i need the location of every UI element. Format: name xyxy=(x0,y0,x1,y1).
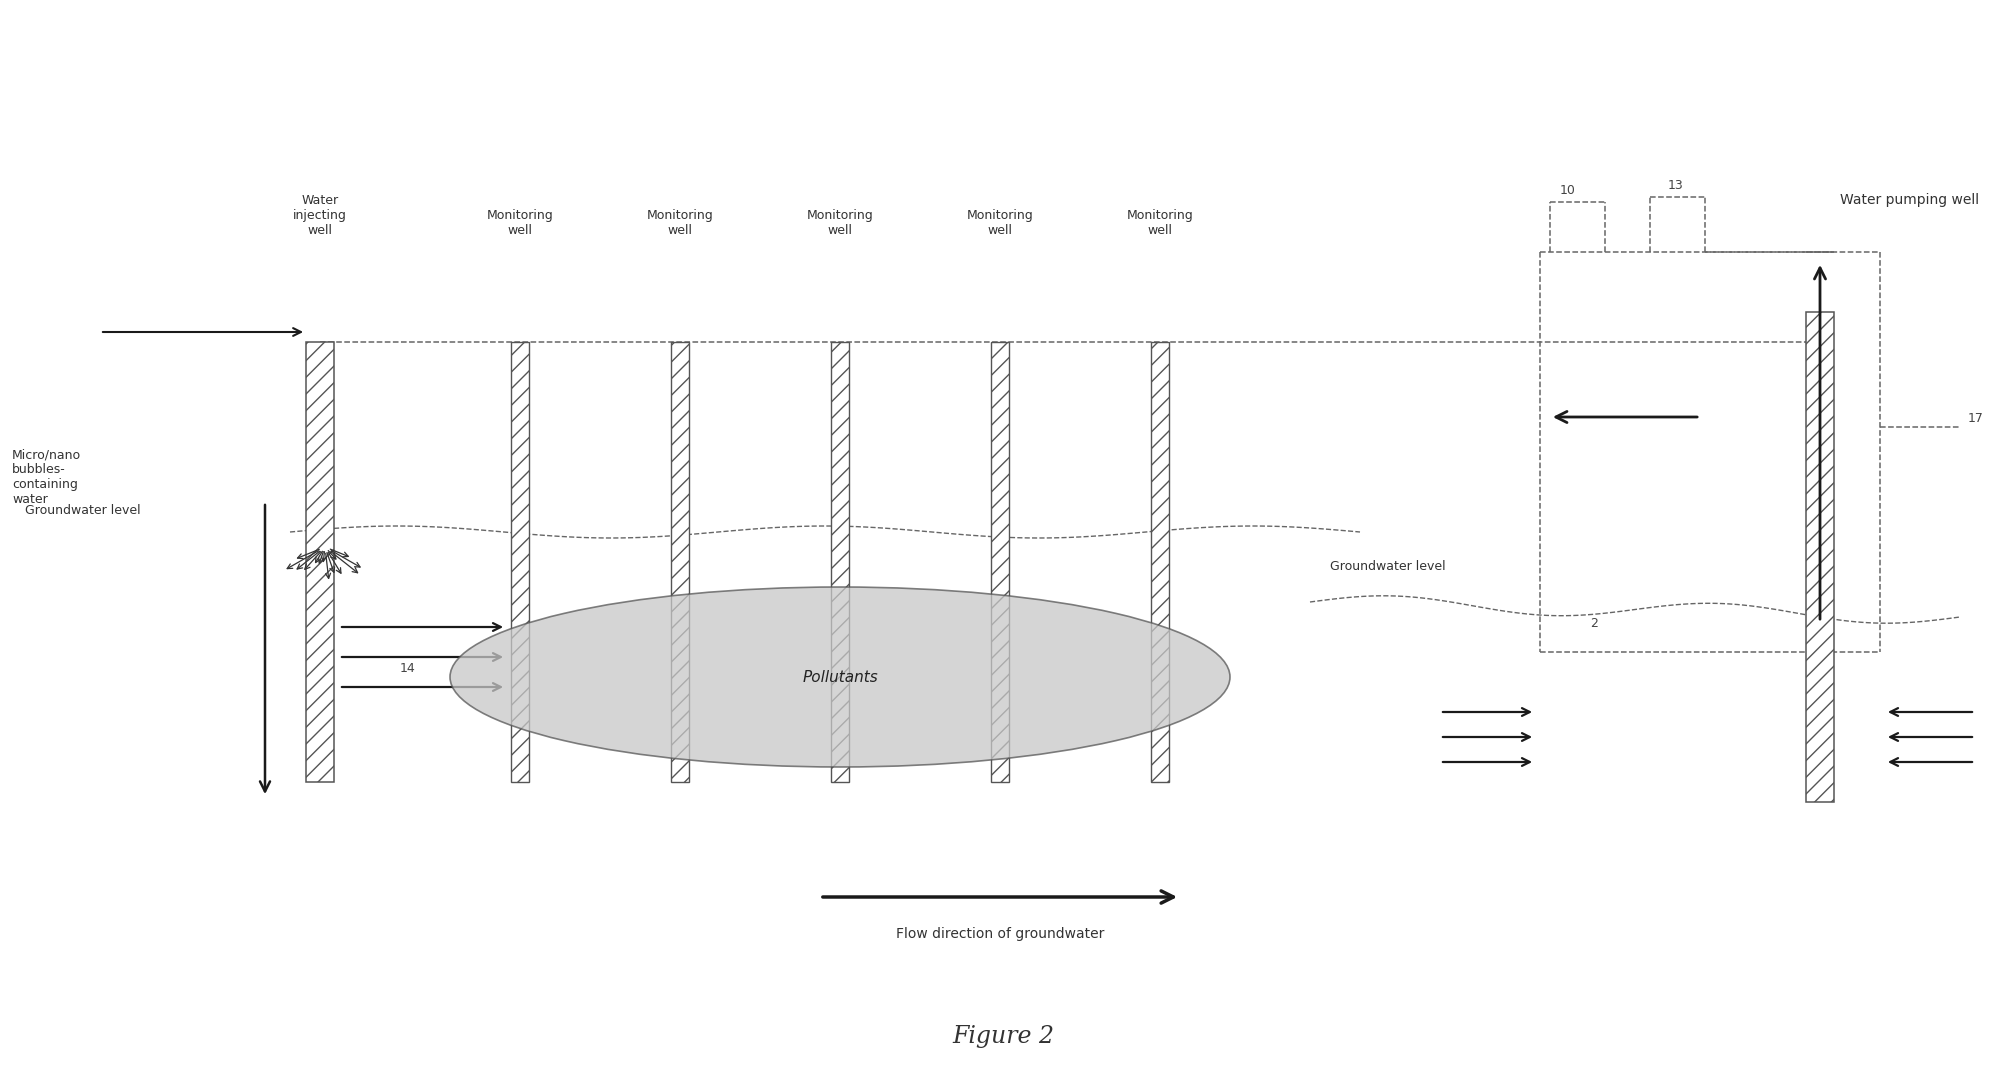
Text: 14: 14 xyxy=(399,662,415,675)
Bar xyxy=(670,342,688,782)
Bar xyxy=(830,342,848,782)
Text: Monitoring
well: Monitoring well xyxy=(646,209,714,237)
Bar xyxy=(307,342,335,782)
Text: Micro/nano
bubbles-
containing
water: Micro/nano bubbles- containing water xyxy=(12,448,80,506)
Text: 10: 10 xyxy=(1560,184,1576,197)
Bar xyxy=(1804,312,1833,802)
Text: Groundwater level: Groundwater level xyxy=(24,503,140,516)
Text: Monitoring
well: Monitoring well xyxy=(966,209,1033,237)
Bar xyxy=(990,342,1009,782)
Bar xyxy=(511,342,529,782)
Text: 17: 17 xyxy=(1967,412,1983,425)
Text: Water
injecting
well: Water injecting well xyxy=(293,194,347,237)
Text: 2: 2 xyxy=(1590,617,1598,630)
Text: Figure 2: Figure 2 xyxy=(952,1026,1053,1048)
Text: Pollutants: Pollutants xyxy=(802,670,878,685)
Ellipse shape xyxy=(449,588,1229,767)
Text: Monitoring
well: Monitoring well xyxy=(487,209,553,237)
Text: 13: 13 xyxy=(1668,179,1682,192)
Text: Flow direction of groundwater: Flow direction of groundwater xyxy=(896,927,1103,941)
Text: Water pumping well: Water pumping well xyxy=(1839,193,1979,207)
Bar xyxy=(1151,342,1169,782)
Text: Monitoring
well: Monitoring well xyxy=(1127,209,1193,237)
Text: Monitoring
well: Monitoring well xyxy=(806,209,872,237)
Text: Groundwater level: Groundwater level xyxy=(1329,560,1446,573)
